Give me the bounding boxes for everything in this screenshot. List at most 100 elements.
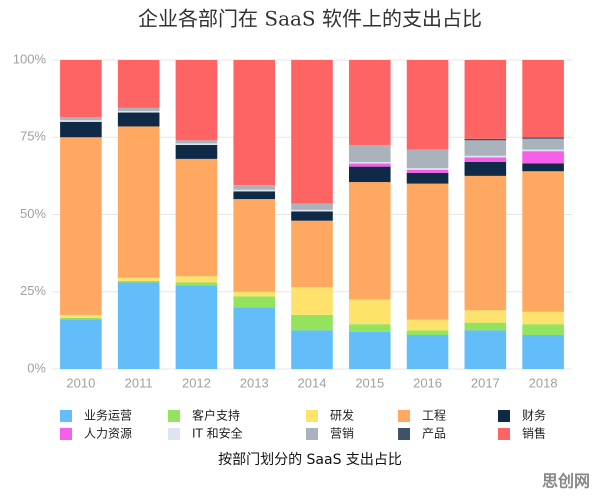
bar-segment [175, 276, 218, 283]
bar-segment [522, 151, 564, 164]
bar-segment [60, 314, 102, 319]
legend-swatch [60, 410, 72, 422]
bar-segment [60, 121, 102, 138]
x-axis-title: 按部门划分的 SaaS 支出占比 [218, 452, 402, 468]
bar-segment [522, 137, 564, 139]
x-tick-label: 2014 [298, 375, 327, 390]
bar-segment [175, 60, 218, 141]
bar-segment [522, 60, 564, 138]
bar-segment [406, 60, 449, 150]
bar-segment [406, 172, 449, 184]
bar-segment [175, 158, 218, 277]
legend-swatch [306, 428, 318, 440]
bar-segment [464, 161, 507, 176]
bar-segment [348, 161, 391, 164]
bar-segment [348, 144, 391, 162]
bar-segment [522, 335, 564, 369]
x-tick-label: 2016 [413, 375, 442, 390]
bar-segment [175, 282, 218, 286]
legend-label: 销售 [522, 426, 546, 441]
bar-segment [464, 155, 507, 158]
bar-segment [348, 324, 391, 332]
bar-segment [522, 171, 564, 312]
bar-segment [291, 60, 333, 204]
bar-segment [117, 112, 160, 127]
bar-segment [464, 138, 507, 141]
legend-swatch [498, 410, 510, 422]
bar-segment [522, 138, 564, 150]
x-tick-label: 2017 [471, 375, 500, 390]
bar-segment [464, 140, 507, 156]
legend-label: 营销 [330, 427, 354, 441]
x-tick-label: 2015 [355, 375, 384, 390]
bar-segment [60, 319, 102, 369]
y-tick-label: 25% [20, 283, 46, 298]
bar-segment [233, 307, 276, 369]
bar-segment [406, 169, 449, 173]
x-tick-label: 2013 [240, 375, 269, 390]
legend-swatch [498, 428, 510, 440]
bar-segment [406, 335, 449, 369]
x-tick-label: 2011 [125, 375, 153, 390]
bar-segment [60, 137, 102, 315]
bar-segment [522, 149, 564, 152]
x-tick-label: 2018 [529, 375, 558, 390]
bar-segment [60, 318, 102, 320]
bar-segment [60, 117, 102, 121]
bar-segment [464, 330, 507, 369]
bar-segment [117, 60, 160, 108]
legend-swatch [168, 428, 180, 440]
x-tick-label: 2010 [66, 375, 95, 390]
chart-title: 企业各部门在 SaaS 软件上的支出占比 [138, 7, 482, 31]
bar-segment [348, 166, 391, 183]
bar-segment [406, 183, 449, 320]
bar-segment [233, 291, 276, 297]
y-tick-label: 50% [20, 206, 46, 221]
legend-swatch [168, 410, 180, 422]
bar-segment [117, 282, 160, 369]
bar-segment [464, 322, 507, 331]
legend-label: 业务运营 [84, 408, 132, 423]
bar-segment [522, 324, 564, 336]
bar-segment [175, 285, 218, 369]
bar-segment [348, 299, 391, 325]
bar-segment [348, 182, 391, 300]
bar-segment [60, 60, 102, 118]
bar-segment [233, 60, 276, 186]
bar-segment [233, 191, 276, 200]
legend-label: 客户支持 [192, 408, 240, 423]
bar-segment [117, 126, 160, 278]
bar-segment [117, 277, 160, 281]
legend-swatch [60, 428, 72, 440]
bar-segment [522, 311, 564, 325]
watermark: 思创网 [542, 472, 590, 491]
bar-segment [233, 185, 276, 190]
legend-label: 研发 [330, 408, 354, 423]
bar-segment [291, 287, 333, 315]
bar-segment [291, 211, 333, 221]
bar-segment [117, 107, 160, 111]
bar-segment [60, 120, 102, 122]
bar-segment [233, 296, 276, 308]
legend-label: 人力资源 [84, 427, 132, 441]
bar-segment [406, 168, 449, 170]
bar-segment [233, 199, 276, 292]
bar-segment [175, 143, 218, 145]
legend-label: 工程 [422, 408, 446, 423]
bar-segment [291, 203, 333, 210]
legend-label: 产品 [422, 427, 446, 441]
bar-segment [175, 144, 218, 159]
bar-segment [406, 149, 449, 169]
bar-segment [406, 330, 449, 336]
bar-segment [175, 140, 218, 144]
legend-swatch [398, 428, 410, 440]
bar-segment [117, 280, 160, 283]
y-tick-label: 0% [27, 360, 46, 375]
bar-segment [406, 319, 449, 331]
legend-swatch [398, 410, 410, 422]
legend-label: 财务 [522, 408, 546, 423]
y-tick-label: 75% [20, 129, 46, 144]
bar-segment [117, 110, 160, 113]
bar-segment [348, 331, 391, 369]
